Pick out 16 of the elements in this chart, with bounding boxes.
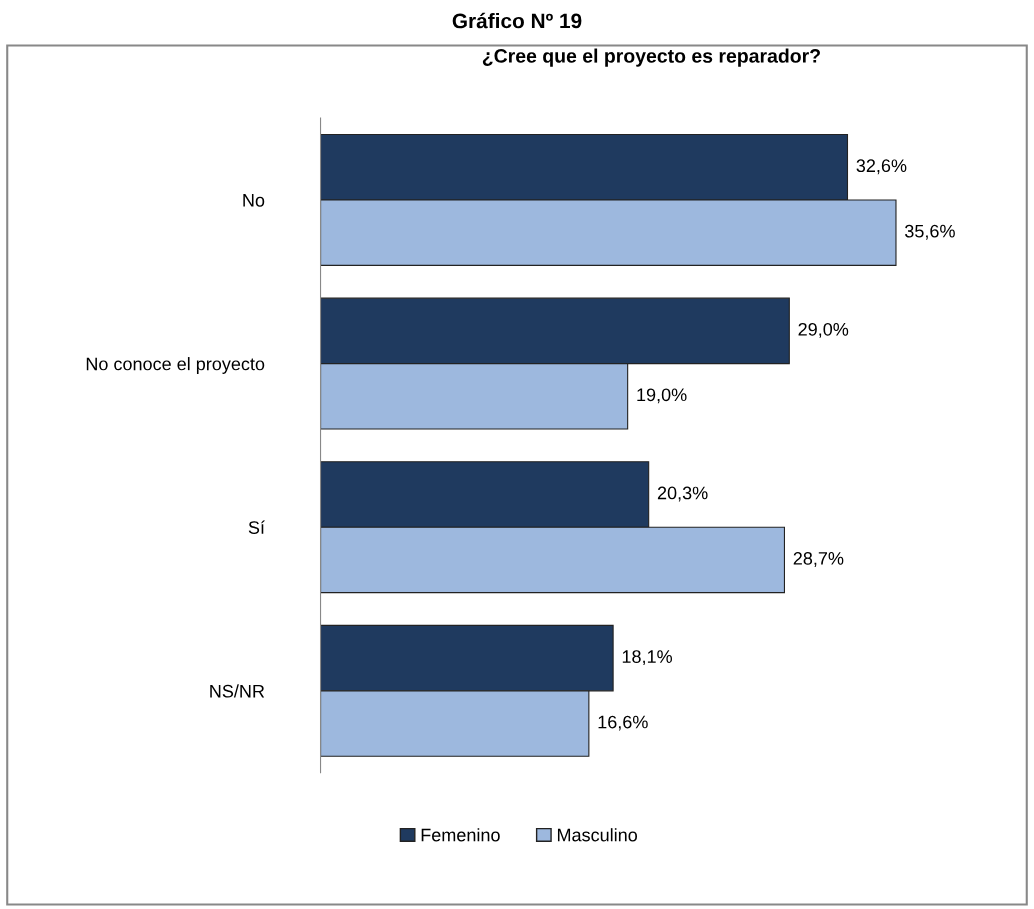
y-tick-label: No (243, 194, 265, 207)
data-label: 20,3% (657, 486, 708, 502)
data-label: 32,6% (856, 159, 907, 175)
data-label: 16,6% (598, 715, 648, 731)
y-tick-label: NS/NR (210, 684, 265, 698)
y-tick-label: Sí (248, 520, 265, 534)
data-label: 19,0% (637, 388, 687, 404)
data-label: 29,0% (798, 322, 849, 338)
data-label: 35,6% (905, 224, 955, 240)
legend-label: Masculino (557, 828, 638, 842)
data-label: 18,1% (622, 650, 672, 666)
data-label: 28,7% (793, 552, 844, 567)
chart-title: Gráfico Nº 19 (452, 12, 582, 29)
chart-subtitle: ¿Cree que el proyecto es reparador? (482, 48, 820, 67)
y-tick-label: No conoce el proyecto (86, 357, 265, 374)
legend-label: Femenino (421, 828, 500, 842)
